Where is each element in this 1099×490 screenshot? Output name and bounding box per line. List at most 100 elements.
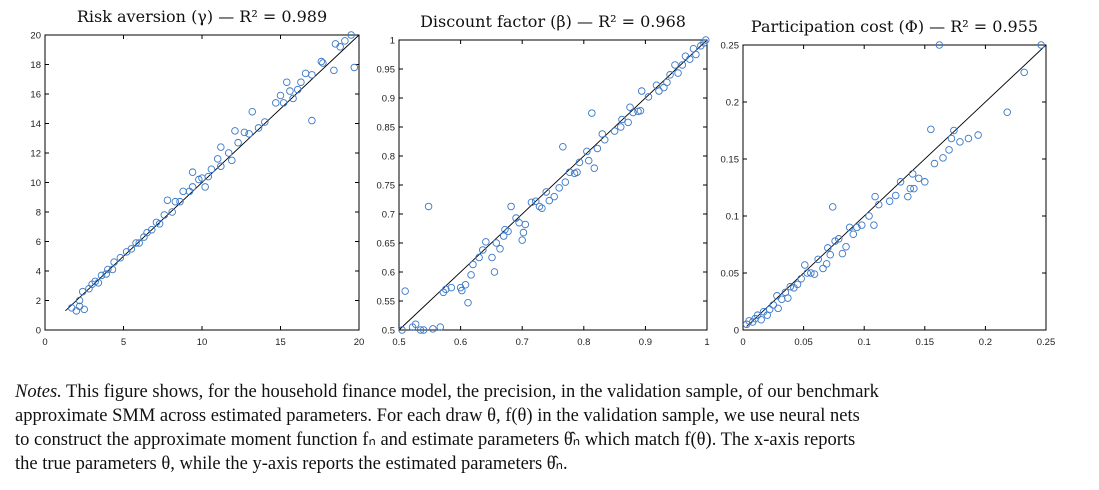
x-tick-label: 0.7: [516, 337, 529, 348]
chart-title: Risk aversion (γ) — R² = 0.989: [77, 7, 327, 26]
data-point: [590, 164, 599, 172]
data-point: [416, 326, 425, 334]
figure-notes: Notes. This figure shows, for the househ…: [15, 380, 1090, 476]
plot-frame: [742, 44, 1047, 331]
data-point: [629, 108, 637, 117]
data-point: [573, 168, 581, 176]
data-point: [535, 202, 544, 211]
y-tick-label: 0.25: [721, 41, 740, 52]
data-point: [773, 292, 781, 300]
data-point: [289, 94, 297, 103]
y-tick-label: 0.6: [382, 268, 395, 279]
data-point: [793, 280, 802, 289]
data-point: [769, 301, 778, 309]
data-point: [521, 220, 530, 229]
data-point: [583, 147, 591, 156]
data-point: [301, 69, 310, 78]
data-point: [678, 61, 687, 69]
data-point: [784, 294, 792, 302]
data-point: [188, 183, 197, 191]
data-point: [458, 286, 466, 295]
data-point: [853, 223, 861, 232]
data-point: [519, 228, 528, 237]
chart-title: Discount factor (β) — R² = 0.968: [420, 12, 686, 31]
data-point: [504, 227, 512, 236]
data-point: [234, 138, 242, 147]
data-point: [245, 130, 253, 138]
data-point: [204, 172, 213, 181]
data-point: [217, 162, 225, 171]
data-point: [807, 269, 815, 277]
y-tick-label: 0.8: [382, 152, 395, 163]
data-point: [231, 127, 239, 135]
data-point: [297, 78, 305, 86]
data-point: [436, 323, 445, 331]
data-point: [201, 183, 209, 191]
data-point: [469, 260, 477, 269]
data-point: [108, 265, 117, 274]
data-point: [179, 187, 187, 196]
x-tick-label: 10: [197, 337, 208, 348]
y-tick-label: 0.95: [377, 65, 396, 76]
data-point: [80, 305, 88, 314]
data-point: [78, 287, 87, 296]
data-point: [906, 184, 915, 193]
data-point: [398, 326, 406, 334]
y-tick-label: 10: [30, 178, 41, 189]
y-tick-label: 1: [390, 36, 395, 47]
data-point: [272, 99, 280, 107]
data-point: [127, 245, 136, 253]
data-point: [692, 50, 700, 59]
data-point: [765, 305, 774, 314]
data-point: [871, 192, 879, 201]
data-point: [964, 134, 973, 143]
y-tick-label: 0.65: [377, 239, 396, 250]
data-point: [885, 197, 894, 205]
data-point: [870, 221, 878, 229]
data-point: [488, 253, 496, 262]
data-point: [294, 85, 302, 94]
chart-title: Participation cost (Φ) — R² = 0.955: [751, 17, 1038, 36]
data-point: [778, 295, 786, 303]
data-point: [947, 134, 956, 143]
data-point: [276, 91, 285, 100]
data-point: [797, 274, 805, 283]
data-point: [921, 178, 929, 186]
y-tick-label: 0: [36, 326, 41, 337]
notes-text: This figure shows, for the household fin…: [61, 382, 879, 402]
data-point: [550, 192, 558, 201]
data-point: [442, 285, 450, 294]
data-point: [160, 211, 169, 219]
data-point: [104, 265, 112, 274]
data-point: [224, 149, 233, 157]
data-point: [618, 115, 626, 124]
data-point: [286, 87, 294, 95]
data-point: [819, 264, 827, 273]
data-point: [824, 244, 832, 252]
data-point: [845, 223, 854, 232]
data-point: [341, 37, 349, 45]
data-point: [97, 271, 106, 280]
y-tick-label: 0.15: [721, 155, 740, 166]
data-point: [350, 63, 359, 72]
data-point: [786, 282, 795, 291]
y-tick-label: 0.5: [382, 326, 395, 337]
data-point: [490, 268, 499, 276]
data-point: [475, 253, 483, 262]
data-point: [308, 71, 316, 79]
data-point: [143, 228, 151, 237]
data-point: [336, 43, 344, 51]
data-point: [479, 246, 487, 254]
data-point: [956, 138, 964, 146]
data-point: [617, 123, 625, 131]
x-tick-label: 0.15: [916, 337, 935, 348]
notes-line-2: approximate SMM across estimated paramet…: [15, 406, 860, 426]
data-point: [461, 281, 470, 289]
data-point: [666, 71, 674, 79]
data-point: [110, 258, 118, 266]
data-point: [75, 296, 84, 305]
y-tick-label: 8: [36, 208, 41, 219]
data-point: [507, 202, 515, 211]
x-tick-label: 15: [275, 337, 286, 348]
data-point: [939, 154, 947, 162]
